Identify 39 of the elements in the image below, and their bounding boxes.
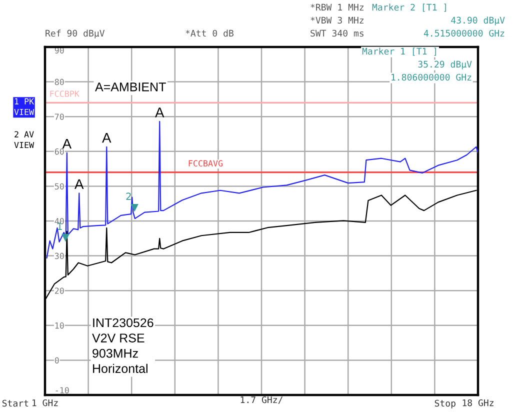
y-tick-label: 70 xyxy=(54,114,64,120)
text: 1 PK VIEW xyxy=(14,98,34,116)
annotation: A xyxy=(62,138,72,149)
y-tick-label: 40 xyxy=(54,218,64,224)
text: SWT 340 ms xyxy=(310,30,364,37)
text: 43.90 dBµV xyxy=(451,16,505,26)
y-tick-label: 0 xyxy=(54,357,59,364)
line-series xyxy=(46,120,478,258)
annotation: INT230526 V2V RSE 903MHz Horizontal xyxy=(92,318,154,374)
text: 2 AV VIEW xyxy=(14,131,34,148)
y-tick-label: 80 xyxy=(54,78,64,86)
text: Stop xyxy=(434,400,456,408)
text: Ref 90 dBµV xyxy=(46,30,105,38)
annotation: A xyxy=(74,179,84,189)
x-tick-label: 1 GHz xyxy=(32,399,58,406)
x-tick-label: 18 GHz xyxy=(462,399,494,406)
text: *RBW 1 MHz xyxy=(310,4,364,11)
text: Marker 2 [T1 ] xyxy=(372,4,446,12)
y-tick-label: -10 xyxy=(56,387,69,394)
annotation: A xyxy=(102,133,112,143)
text: *VBW 3 MHz xyxy=(310,16,364,24)
y-tick-label: 30 xyxy=(54,252,64,260)
y-tick-label: 10 xyxy=(55,322,64,329)
y-tick-label: 20 xyxy=(54,288,64,294)
annotation: 1 xyxy=(58,222,62,230)
annotation: A xyxy=(155,108,164,118)
x-axis-title: 1.7 GHz/ xyxy=(240,396,283,404)
y-tick-label: 60 xyxy=(54,148,64,155)
text: Start xyxy=(2,400,28,407)
annotation: 35.29 dBµV xyxy=(418,60,472,70)
ref-line-label: FCCBPK xyxy=(50,90,80,97)
annotation: 1.806000000 GHz xyxy=(392,74,472,81)
text: 4.515000000 GHz xyxy=(424,30,504,37)
annotation: A=AMBIENT xyxy=(95,82,166,92)
annotation: 2 xyxy=(126,192,131,200)
ref-line-label: FCCBAVG xyxy=(188,160,222,166)
annotation: Marker 1 [T1 ] xyxy=(362,48,436,56)
text: *Att 0 dB xyxy=(186,30,234,37)
y-tick-label: 50 xyxy=(54,183,64,190)
